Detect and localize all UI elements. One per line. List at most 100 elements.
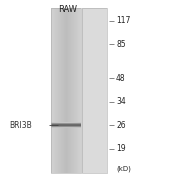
Bar <box>59 124 60 125</box>
Bar <box>57 126 58 127</box>
Bar <box>68 122 69 123</box>
Bar <box>65 124 66 125</box>
Bar <box>64 127 65 128</box>
Bar <box>53 122 54 123</box>
Bar <box>59 123 60 124</box>
Bar <box>53 127 54 128</box>
Bar <box>51 122 52 123</box>
Bar <box>60 123 61 124</box>
Bar <box>68 126 69 127</box>
Bar <box>66 8 67 173</box>
Bar <box>51 125 52 126</box>
Bar <box>61 123 62 124</box>
Bar <box>53 127 55 128</box>
Bar <box>62 122 63 123</box>
Bar <box>75 122 76 123</box>
Bar <box>73 123 74 124</box>
Bar <box>76 126 77 127</box>
Bar <box>71 122 72 123</box>
Bar <box>76 127 77 128</box>
Bar <box>57 124 58 125</box>
Bar <box>61 122 62 123</box>
Bar <box>61 123 62 124</box>
Bar <box>74 122 75 123</box>
Bar <box>68 127 69 128</box>
Bar <box>63 8 64 173</box>
Bar <box>68 123 69 124</box>
Bar <box>78 122 79 123</box>
Bar <box>79 8 80 173</box>
Bar <box>54 123 55 124</box>
Bar <box>51 126 52 127</box>
Bar <box>54 8 55 173</box>
Bar <box>68 8 69 173</box>
Bar <box>70 126 71 127</box>
Bar <box>53 127 55 128</box>
Bar <box>53 8 54 173</box>
Bar <box>70 127 71 128</box>
Bar <box>77 126 78 127</box>
Bar <box>70 8 71 173</box>
Bar <box>73 126 74 127</box>
Bar <box>78 125 79 126</box>
Text: 117: 117 <box>116 16 130 25</box>
Bar <box>74 123 75 124</box>
Bar <box>59 126 60 127</box>
Bar <box>76 124 77 125</box>
Bar <box>70 123 71 124</box>
Bar <box>71 123 72 124</box>
Bar <box>79 122 80 123</box>
Bar <box>60 123 61 124</box>
Bar <box>80 125 81 126</box>
Bar <box>68 122 69 123</box>
Bar <box>65 125 66 126</box>
Bar <box>67 8 68 173</box>
Bar <box>64 125 65 126</box>
Bar <box>60 8 61 173</box>
Bar <box>76 126 77 127</box>
Bar <box>59 122 60 123</box>
Bar <box>71 8 72 173</box>
Bar <box>77 124 78 125</box>
Bar <box>69 8 70 173</box>
Bar <box>68 127 69 128</box>
Bar <box>76 122 77 123</box>
Bar <box>53 124 55 125</box>
Bar <box>64 123 65 124</box>
Bar <box>51 127 52 128</box>
Bar <box>65 122 66 123</box>
Bar <box>75 126 76 127</box>
Bar <box>59 127 60 128</box>
Bar <box>58 127 59 128</box>
Bar <box>74 123 75 124</box>
Bar <box>71 124 72 125</box>
Bar <box>67 123 68 124</box>
Bar <box>55 123 56 124</box>
Bar <box>56 126 57 127</box>
Bar <box>66 126 67 127</box>
Bar <box>57 123 58 124</box>
Bar <box>75 8 76 173</box>
Bar <box>64 126 65 127</box>
Bar <box>54 126 55 127</box>
Bar <box>61 126 62 127</box>
Bar <box>53 123 55 124</box>
Bar <box>67 122 68 123</box>
Bar <box>61 8 62 173</box>
Bar <box>79 126 80 127</box>
Bar <box>80 8 81 173</box>
Text: 48: 48 <box>116 74 126 83</box>
Bar <box>73 122 74 123</box>
Text: (kD): (kD) <box>116 165 131 172</box>
Bar <box>56 126 57 127</box>
Bar <box>73 8 74 173</box>
Bar <box>63 124 64 125</box>
Bar <box>65 122 66 123</box>
Bar <box>76 123 77 124</box>
Bar <box>55 127 56 128</box>
Bar <box>75 123 76 124</box>
Bar <box>74 122 75 123</box>
Bar <box>64 126 65 127</box>
Bar <box>53 125 55 126</box>
Bar <box>72 122 73 123</box>
